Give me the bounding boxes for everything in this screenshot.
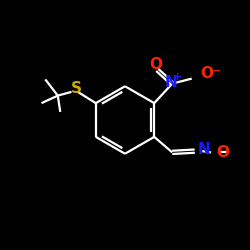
Text: O⁻: O⁻ xyxy=(200,66,222,81)
Text: N: N xyxy=(198,142,210,158)
Text: O: O xyxy=(216,145,230,160)
Text: +: + xyxy=(173,72,182,82)
Text: O: O xyxy=(150,58,162,72)
Text: S: S xyxy=(71,82,82,96)
Text: N: N xyxy=(164,75,177,90)
